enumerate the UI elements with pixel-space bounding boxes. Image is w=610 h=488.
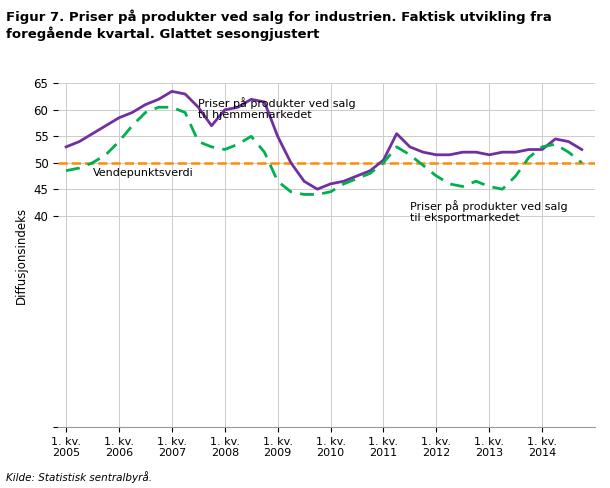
- Text: Figur 7. Priser på produkter ved salg for industrien. Faktisk utvikling fra
fore: Figur 7. Priser på produkter ved salg fo…: [6, 10, 552, 41]
- Text: Kilde: Statistisk sentralbyrå.: Kilde: Statistisk sentralbyrå.: [6, 471, 152, 483]
- Text: Priser på produkter ved salg
til eksportmarkedet: Priser på produkter ved salg til eksport…: [410, 200, 567, 223]
- Text: ∥: ∥: [66, 387, 73, 401]
- Text: Vendepunktsverdi: Vendepunktsverdi: [93, 168, 193, 178]
- Text: Priser på produkter ved salg
til hjemmemarkedet: Priser på produkter ved salg til hjemmem…: [198, 97, 356, 120]
- Y-axis label: Diffusjonsindeks: Diffusjonsindeks: [15, 207, 28, 304]
